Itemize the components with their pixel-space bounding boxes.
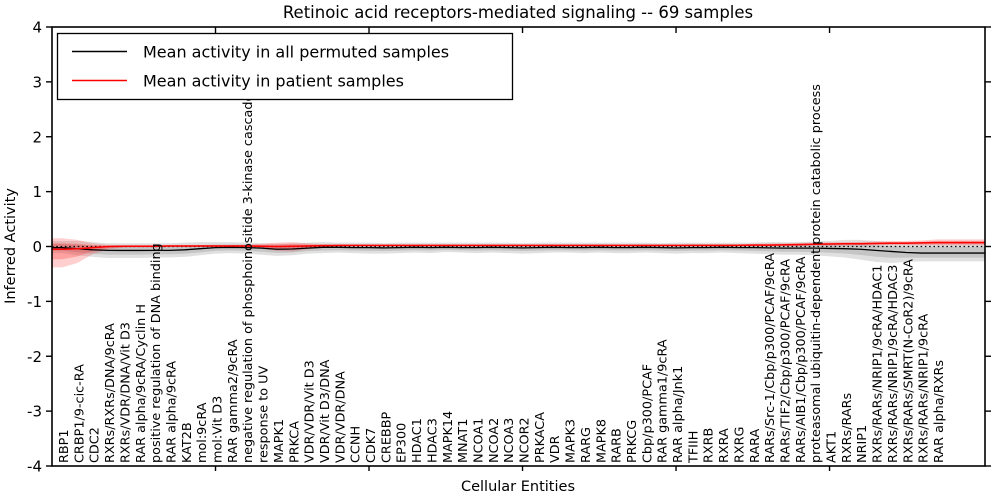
x-entity-label: EP300 xyxy=(395,423,410,463)
x-entity-label: mol:9cRA xyxy=(195,402,210,463)
legend-box xyxy=(56,32,514,101)
chart-title: Retinoic acid receptors-mediated signali… xyxy=(283,3,753,22)
x-entity-label: RARs/AIB1/Cbp/p300/PCAF/9cRA xyxy=(794,256,809,463)
permuted-mean-line xyxy=(52,246,985,254)
y-tick-label: -1 xyxy=(27,293,42,311)
x-entity-label: RARs/Src-1/Cbp/p300/PCAF/9cRA xyxy=(763,253,778,463)
x-entity-label: CRBP1/9-cic-RA xyxy=(72,364,87,463)
y-tick-label: -3 xyxy=(27,403,42,421)
x-entity-label: PRKCG xyxy=(625,420,640,463)
x-entity-label: CDC2 xyxy=(88,427,103,463)
y-tick-label: 3 xyxy=(32,73,42,91)
y-axis-label: Inferred Activity xyxy=(3,188,19,304)
legend-permuted-label: Mean activity in all permuted samples xyxy=(143,43,449,62)
x-entity-label: mol:Vit D3 xyxy=(211,396,226,463)
x-entity-label: HDAC3 xyxy=(425,418,440,463)
x-entity-label: VDR/VDR/DNA xyxy=(333,371,348,463)
x-entity-label: RXRs/VDR/DNA/Vit D3 xyxy=(118,322,133,463)
x-entity-label: RXRs/RARs/SMRT(N-CoR2)/9cRA xyxy=(901,259,916,463)
y-tick-label: -2 xyxy=(27,348,42,366)
x-entity-label: CDK7 xyxy=(364,428,379,463)
x-entity-label: NCOA1 xyxy=(471,418,486,463)
x-entity-label: RARG xyxy=(579,427,594,463)
x-entity-label: RAR gamma2/9cRA xyxy=(226,339,241,463)
x-entity-label: RAR alpha/Jnk1 xyxy=(671,366,686,463)
x-entity-label: VDR/Vit D3/DNA xyxy=(318,359,333,463)
x-entity-label: CREBBP xyxy=(379,412,394,463)
x-axis-label: Cellular Entities xyxy=(461,479,575,495)
x-entity-label: response to UV xyxy=(257,366,272,463)
plot-layers: RBP1 CRBP1/9-cic-RA CDC2 RXRs/RXRs/DNA/9cRA… xyxy=(52,84,985,464)
y-tick-label: 4 xyxy=(32,19,42,37)
x-entity-label: RAR gamma1/9cRA xyxy=(656,339,671,463)
x-entity-label: RAR alpha/9cRA/Cyclin H xyxy=(134,304,149,463)
x-entity-label: VDR/VDR/Vit D3 xyxy=(303,360,318,463)
x-entity-label: RXRG xyxy=(732,427,747,463)
x-entity-label: Cbp/p300/PCAF xyxy=(640,364,655,463)
y-tick-label: 1 xyxy=(32,183,42,201)
y-tick-label: 0 xyxy=(32,238,42,256)
x-entity-label: positive regulation of DNA binding xyxy=(149,243,164,463)
x-entity-label: proteasomal ubiquitin-dependent protein … xyxy=(809,84,824,463)
x-entity-label: PRKCA xyxy=(287,421,302,463)
x-entity-label: NCOA3 xyxy=(502,418,517,463)
x-entity-label: MAPK3 xyxy=(564,419,579,463)
legend-patient-label: Mean activity in patient samples xyxy=(143,72,404,91)
x-entity-label: NCOA2 xyxy=(487,418,502,463)
x-entity-label: NRIP1 xyxy=(855,425,870,463)
y-tick-label: -4 xyxy=(27,458,42,476)
x-entity-label: RBP1 xyxy=(57,429,72,463)
x-entity-label: CCNH xyxy=(349,426,364,463)
x-entity-label: RAR alpha/RXRs xyxy=(932,360,947,463)
x-entity-label: RXRB xyxy=(702,428,717,463)
x-entity-label: MAPK8 xyxy=(594,419,609,463)
patient-mean-line xyxy=(52,241,985,250)
x-entity-label: VDR xyxy=(548,435,563,463)
x-entity-label: TFIIH xyxy=(686,431,701,464)
x-entity-label: RXRA xyxy=(717,428,732,463)
axes: -4 -3 -2 -1 0 1 2 3 4 xyxy=(27,19,991,476)
x-entity-label: RXRs/RARs/NRIP1/9cRA/HDAC3 xyxy=(886,265,901,463)
x-entity-label: MNAT1 xyxy=(456,419,471,463)
x-entity-label: PRKACA xyxy=(533,412,548,463)
x-entity-label: RAR alpha/9cRA xyxy=(164,361,179,463)
x-entity-label: negative regulation of phosphoinositide … xyxy=(241,94,256,463)
x-entity-label: MAPK14 xyxy=(441,411,456,463)
x-entity-label: RARB xyxy=(610,428,625,463)
x-entity-label: RARA xyxy=(748,429,763,463)
y-tick-label: 2 xyxy=(32,128,42,146)
x-entity-label: RXRs/RARs/NRIP1/9cRA/HDAC1 xyxy=(871,265,886,463)
x-entity-label: NCOR2 xyxy=(518,417,533,463)
x-entity-label: MAPK1 xyxy=(272,419,287,463)
legend: Mean activity in all permuted samples Me… xyxy=(56,32,514,101)
x-entity-label: AKT1 xyxy=(825,431,840,463)
x-entity-label: HDAC1 xyxy=(410,418,425,463)
x-entity-label: RARs/TIF2/Cbp/p300/PCAF/9cRA xyxy=(778,259,793,463)
x-entity-label: RXRs/RARs xyxy=(840,392,855,463)
x-entity-label: RXRs/RXRs/DNA/9cRA xyxy=(103,323,118,463)
x-entity-label: KAT2B xyxy=(180,422,195,463)
x-entity-label: RXRs/RARs/NRIP1/9cRA xyxy=(917,314,932,463)
